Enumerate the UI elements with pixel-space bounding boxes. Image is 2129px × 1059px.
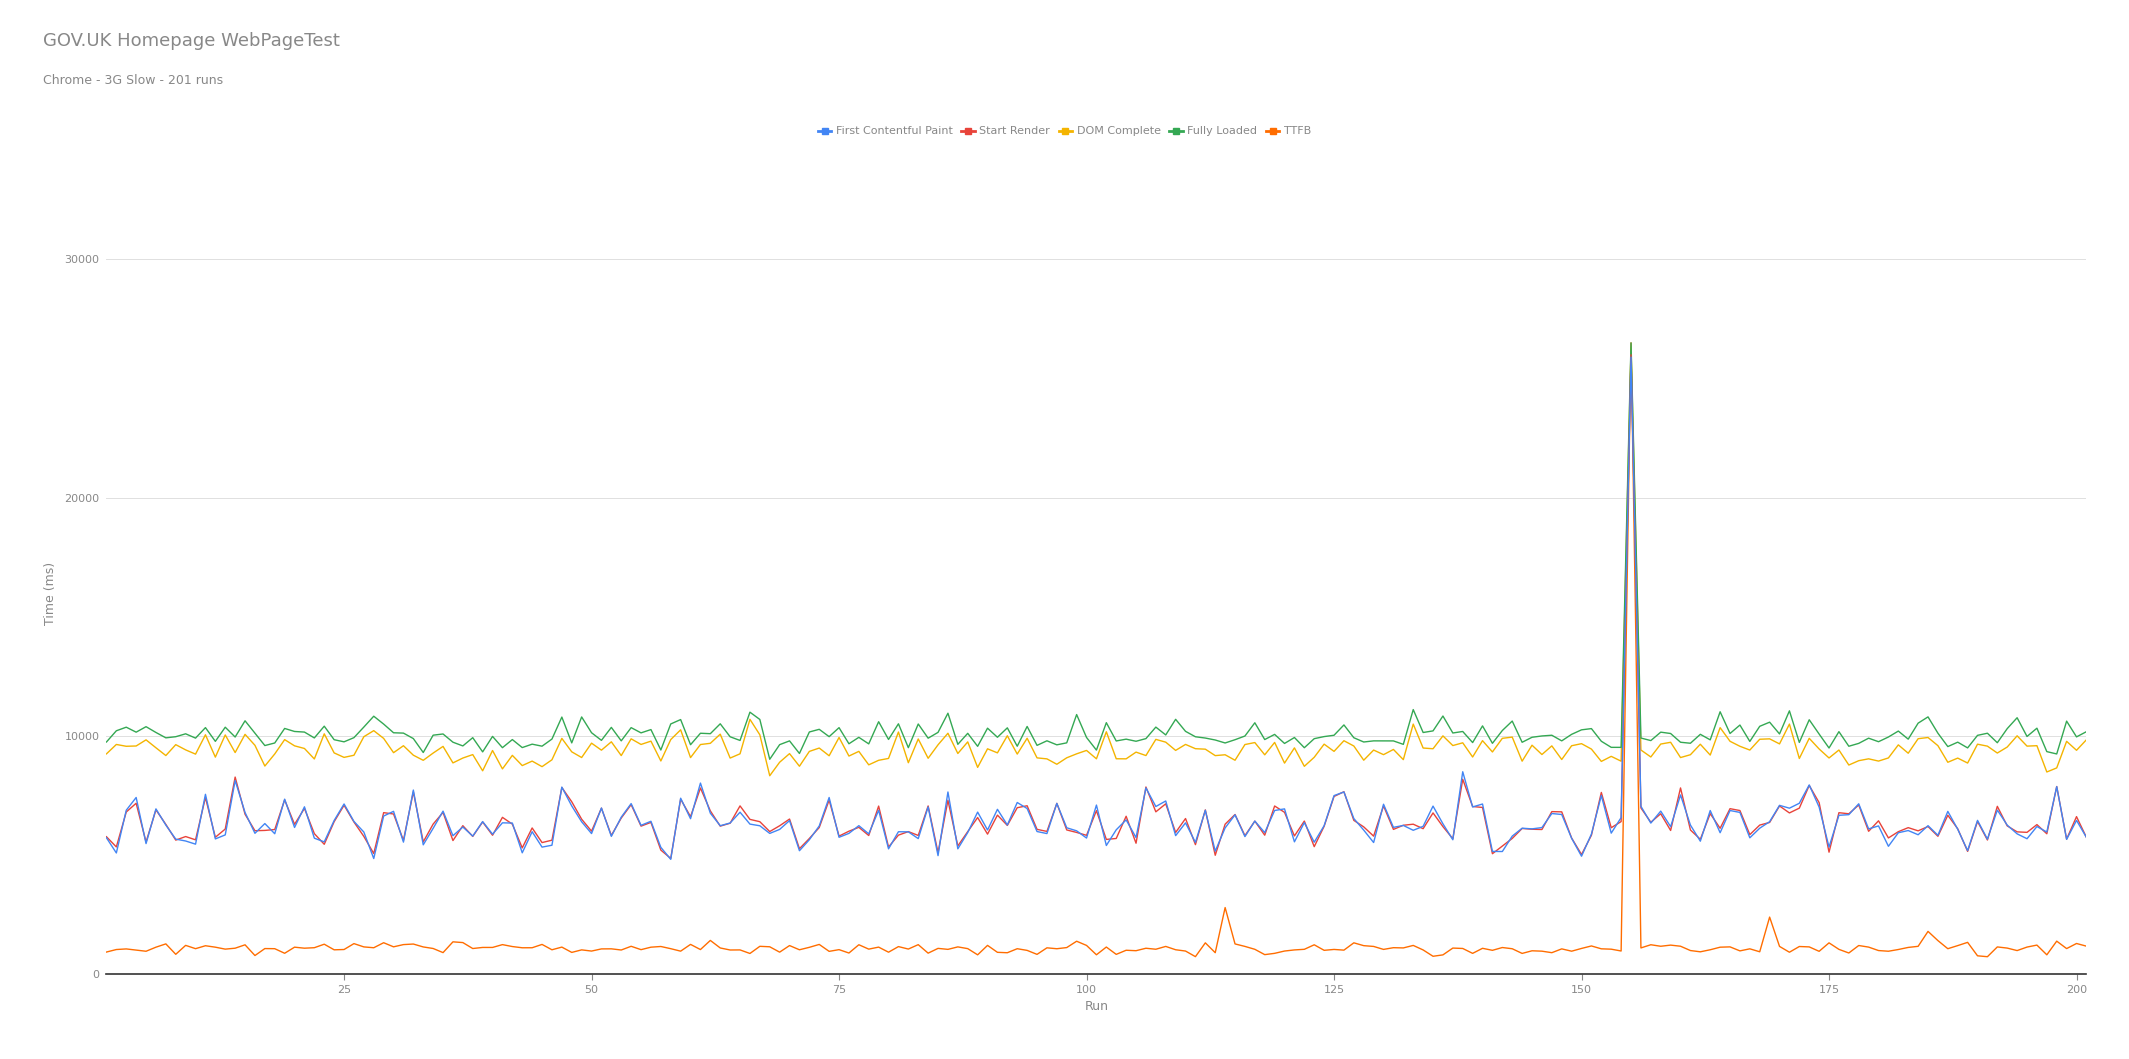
Start Render <box>273 793 298 806</box>
TTFB <box>815 945 841 957</box>
Y-axis label: Time (ms): Time (ms) <box>45 561 57 625</box>
TTFB <box>926 943 952 955</box>
First Contentful Paint <box>658 852 683 865</box>
DOM Complete <box>2074 734 2099 747</box>
Start Render <box>935 794 960 807</box>
Fully Loaded <box>935 706 960 719</box>
TTFB <box>104 944 130 956</box>
First Contentful Paint <box>273 793 298 806</box>
Start Render <box>1173 812 1199 825</box>
Line: Start Render: Start Render <box>106 355 2086 859</box>
First Contentful Paint <box>2074 831 2099 844</box>
Legend: First Contentful Paint, Start Render, DOM Complete, Fully Loaded, TTFB: First Contentful Paint, Start Render, DO… <box>813 122 1316 141</box>
TTFB <box>2074 939 2099 952</box>
DOM Complete <box>1173 738 1199 751</box>
TTFB <box>1976 950 2001 963</box>
Start Render <box>104 841 130 854</box>
DOM Complete <box>1925 739 1950 752</box>
First Contentful Paint <box>104 846 130 859</box>
Start Render <box>2074 831 2099 844</box>
Line: DOM Complete: DOM Complete <box>106 347 2086 776</box>
DOM Complete <box>273 733 298 746</box>
X-axis label: Run: Run <box>1084 1001 1109 1013</box>
TTFB <box>1618 337 1644 349</box>
Fully Loaded <box>826 721 852 734</box>
Line: First Contentful Paint: First Contentful Paint <box>106 357 2086 859</box>
Fully Loaded <box>1618 337 1644 349</box>
Start Render <box>1925 830 1950 843</box>
Fully Loaded <box>273 722 298 735</box>
DOM Complete <box>94 748 119 760</box>
DOM Complete <box>758 770 783 783</box>
TTFB <box>1916 926 1942 938</box>
First Contentful Paint <box>1618 351 1644 363</box>
Fully Loaded <box>2074 725 2099 738</box>
Fully Loaded <box>94 736 119 749</box>
Start Render <box>826 830 852 843</box>
Line: TTFB: TTFB <box>106 343 2086 956</box>
DOM Complete <box>826 731 852 743</box>
Start Render <box>658 852 683 865</box>
DOM Complete <box>104 738 130 751</box>
TTFB <box>273 947 298 959</box>
Line: Fully Loaded: Fully Loaded <box>106 343 2086 759</box>
First Contentful Paint <box>1925 829 1950 842</box>
Start Render <box>94 830 119 843</box>
First Contentful Paint <box>826 831 852 844</box>
Fully Loaded <box>1925 726 1950 739</box>
Fully Loaded <box>1173 725 1199 738</box>
TTFB <box>94 946 119 958</box>
TTFB <box>1162 944 1188 956</box>
First Contentful Paint <box>94 831 119 844</box>
First Contentful Paint <box>935 786 960 798</box>
DOM Complete <box>1618 341 1644 354</box>
Text: Chrome - 3G Slow - 201 runs: Chrome - 3G Slow - 201 runs <box>43 74 224 87</box>
Fully Loaded <box>758 753 783 766</box>
Start Render <box>1618 348 1644 361</box>
Text: GOV.UK Homepage WebPageTest: GOV.UK Homepage WebPageTest <box>43 32 339 50</box>
First Contentful Paint <box>1173 816 1199 829</box>
DOM Complete <box>935 726 960 739</box>
Fully Loaded <box>104 724 130 737</box>
